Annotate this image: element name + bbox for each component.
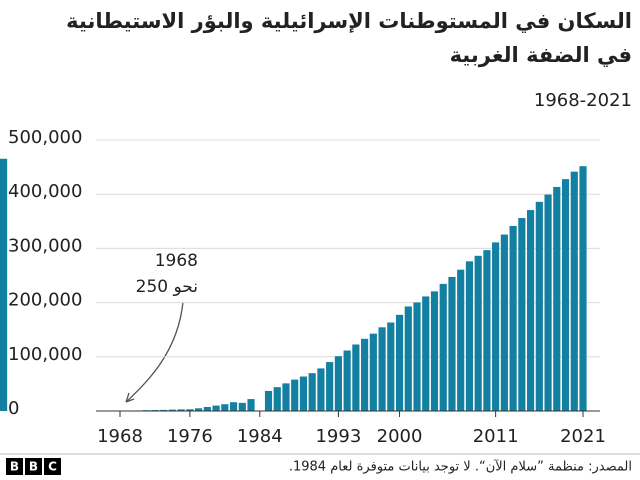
bar [404,306,412,411]
bar [168,409,176,411]
arrow-head [125,392,135,403]
bar [352,344,360,411]
y-tick-label: 0 [8,398,19,419]
y-tick-label: 500,000 [8,127,82,148]
x-tick-label: 2011 [473,426,519,447]
x-tick-label: 1976 [167,426,213,447]
bar [413,302,421,411]
bar [212,405,220,411]
logo-box [6,458,23,475]
bar [492,242,500,411]
x-tick-label: 2021 [560,426,606,447]
bar [430,291,439,411]
bar [448,276,456,411]
x-tick-label: 1984 [237,426,283,447]
bar [527,210,535,411]
bar [474,255,482,411]
bar [500,234,508,411]
bar [186,409,194,411]
bar [160,409,168,411]
bar [238,402,246,411]
bar [457,269,465,411]
y-tick-label: 400,000 [8,181,82,202]
bar [299,376,308,411]
y-tick-label: 100,000 [8,344,82,365]
bar [229,402,238,411]
logo-box [44,458,61,475]
annotation: نحو 250 [136,277,198,297]
chart-subtitle: 1968-2021 [534,90,632,111]
bar [439,283,447,411]
logo-letter: B [10,460,19,474]
bar [422,296,430,411]
annotation: 1968 [155,251,198,271]
chart-title: في الضفة الغربية [450,43,632,67]
bar [343,350,351,411]
bar [509,225,517,411]
bar [221,404,229,411]
bar [579,166,587,411]
chart-title: السكان في المستوطنات الإسرائيلية والبؤر … [66,9,632,33]
bar [264,390,273,411]
y-tick-label: 200,000 [8,290,82,311]
bar [326,362,334,411]
bar [483,250,491,411]
bar [317,368,325,411]
bar [308,373,316,411]
source: المصدر: منظمة ”سلام الآن“. لا توجد بيانا… [289,459,632,475]
bar [553,186,561,411]
logo-letter: B [29,460,38,474]
bar [518,218,526,411]
bar [0,158,8,411]
bar [378,327,386,411]
bar [195,408,203,411]
bar [247,399,255,411]
bar [395,314,404,411]
y-tick-label: 300,000 [8,235,82,256]
bar [387,322,395,411]
bar [177,409,185,411]
bar [361,338,369,411]
x-tick-label: 1968 [97,426,143,447]
bar [282,383,290,411]
bar [369,333,377,411]
bar [465,261,474,411]
bar [203,406,211,411]
bar [334,356,342,411]
bar [291,379,299,411]
bar [570,171,578,411]
x-tick-label: 1993 [315,426,361,447]
logo-box [25,458,42,475]
logo-letter: C [48,460,57,474]
bar [535,201,543,411]
x-tick-label: 2000 [377,426,423,447]
bar [561,179,570,411]
annotation-arrow [125,301,184,403]
bar [544,194,552,411]
bar [273,387,281,411]
